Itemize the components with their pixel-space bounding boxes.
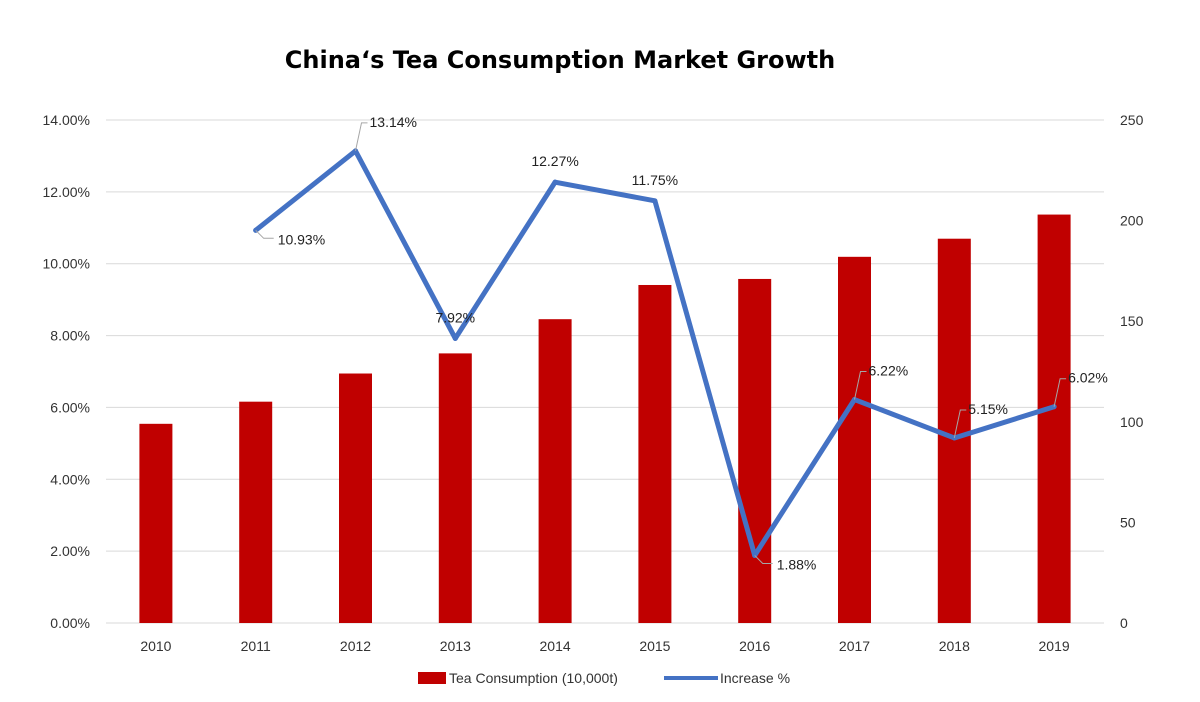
y-right-tick-label: 0 [1120,615,1128,631]
x-tick-label: 2019 [1039,638,1070,654]
bar [937,238,971,623]
x-tick-label: 2016 [739,638,770,654]
data-label: 6.02% [1068,370,1108,386]
y-left-tick-label: 0.00% [50,615,90,631]
x-tick-label: 2015 [639,638,670,654]
bar [538,319,572,623]
gridlines [106,119,1104,624]
y-left-tick-label: 8.00% [50,328,90,344]
legend-label-line: Increase % [720,670,790,686]
x-tick-label: 2011 [241,638,271,654]
label-leader [1053,378,1067,407]
x-tick-label: 2014 [540,638,571,654]
x-tick-label: 2017 [839,638,870,654]
left-axis: 0.00% 2.00% 4.00% 6.00% 8.00% 10.00% 12.00% 14.… [43,112,90,631]
y-right-tick-label: 150 [1120,313,1144,329]
x-tick-label: 2018 [939,638,970,654]
right-axis: 0 50 100 150 200 250 [1120,112,1144,631]
label-leader [953,409,967,439]
data-label: 6.22% [869,363,909,379]
bar-series [139,214,1071,623]
data-label: 5.15% [968,401,1008,417]
x-axis: 2010 2011 2012 2013 2014 2015 2016 2017 2018 2019 [140,638,1070,654]
y-left-tick-label: 4.00% [50,471,90,487]
line-point [552,179,558,185]
y-left-tick-label: 6.00% [50,399,90,415]
bar [438,353,472,623]
label-leader [854,371,867,400]
label-leader [255,229,274,239]
y-right-tick-label: 250 [1120,112,1144,128]
legend-swatch-bar [418,672,446,684]
x-tick-label: 2012 [340,638,371,654]
data-label: 1.88% [777,556,817,572]
data-label: 12.27% [531,153,578,169]
data-labels: 10.93% 13.14% 7.92% 12.27% 11.75% 1.88% 6.22% 5… [255,114,1108,572]
data-label: 11.75% [632,172,678,188]
bar [239,401,273,623]
y-left-tick-label: 12.00% [43,184,90,200]
y-right-tick-label: 200 [1120,213,1144,229]
y-left-tick-label: 2.00% [50,543,90,559]
data-label: 10.93% [278,231,325,247]
bar [638,284,672,623]
legend: Tea Consumption (10,000t) Increase % [418,670,790,686]
legend-label-bar: Tea Consumption (10,000t) [449,670,618,686]
data-label: 7.92% [435,309,475,325]
y-left-tick-label: 14.00% [43,112,90,128]
label-leader [355,122,368,152]
label-leader [754,555,773,564]
bar [339,373,372,623]
y-left-tick-label: 10.00% [43,256,90,272]
data-label: 13.14% [370,114,417,130]
bar [139,423,173,623]
x-tick-label: 2013 [440,638,471,654]
bar [1037,214,1071,623]
bar [738,278,772,623]
y-right-tick-label: 50 [1120,514,1136,530]
bar [838,256,871,623]
line-point [452,335,458,341]
y-right-tick-label: 100 [1120,414,1144,430]
line-point [652,198,658,204]
x-tick-label: 2010 [140,638,171,654]
chart-title: China‘s Tea Consumption Market Growth [285,46,835,74]
